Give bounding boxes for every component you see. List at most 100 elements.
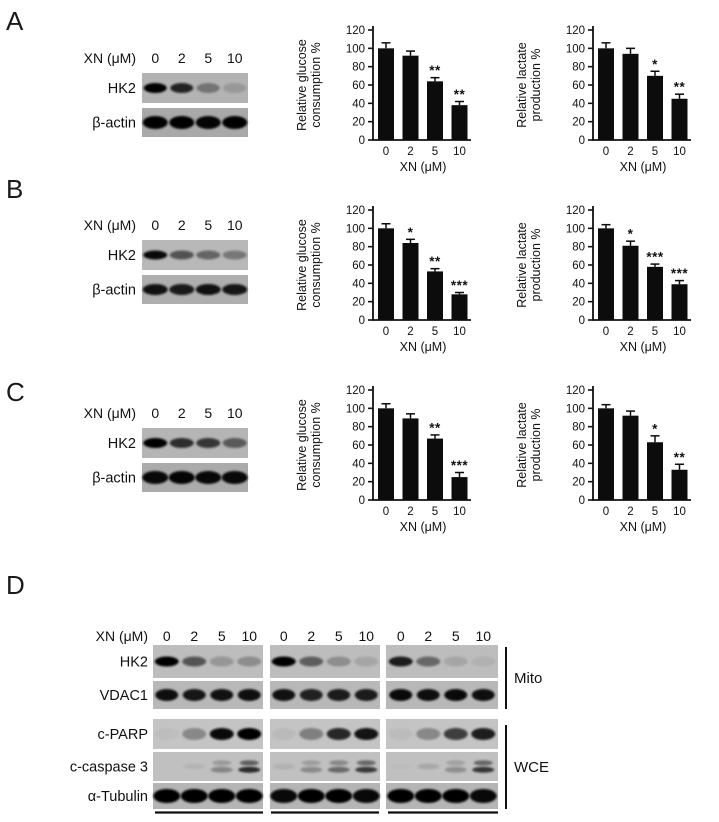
svg-text:60: 60 <box>352 260 365 272</box>
svg-text:0: 0 <box>603 326 609 338</box>
svg-text:120: 120 <box>346 25 365 37</box>
svg-text:20: 20 <box>352 297 365 309</box>
svg-text:5: 5 <box>335 628 343 644</box>
panel-b-label: B <box>6 174 24 204</box>
svg-text:10: 10 <box>453 146 466 158</box>
svg-text:**: ** <box>429 63 441 78</box>
svg-text:2: 2 <box>407 506 413 518</box>
svg-text:2: 2 <box>627 146 633 158</box>
svg-text:120: 120 <box>346 385 365 397</box>
svg-text:5: 5 <box>204 405 212 421</box>
panel-c-glucose-chart: 0 20 40 60 80 100 120 0 2 ** 5 *** 10 XN (μM) Relative… <box>293 368 485 541</box>
svg-text:**: ** <box>674 80 686 95</box>
svg-text:*: * <box>628 227 634 242</box>
svg-text:5: 5 <box>204 217 212 233</box>
svg-text:20: 20 <box>572 297 585 309</box>
svg-text:Mito: Mito <box>514 670 542 687</box>
svg-text:80: 80 <box>572 242 585 254</box>
svg-text:0: 0 <box>383 506 389 518</box>
svg-text:0: 0 <box>359 495 365 507</box>
svg-text:60: 60 <box>352 440 365 452</box>
svg-text:100: 100 <box>346 403 365 415</box>
svg-text:XN (μM): XN (μM) <box>400 520 447 534</box>
svg-text:2: 2 <box>407 326 413 338</box>
svg-text:***: *** <box>646 250 664 265</box>
svg-text:*: * <box>652 57 658 72</box>
svg-text:XN (μM): XN (μM) <box>620 340 667 354</box>
panel-b-glucose-chart: 0 20 40 60 80 100 120 0 * 2 ** 5 *** 10 XN (μM) Relativ… <box>293 188 485 361</box>
svg-text:100: 100 <box>346 43 365 55</box>
svg-text:*: * <box>408 225 414 240</box>
svg-text:***: *** <box>451 458 469 473</box>
svg-text:Relative lactate: Relative lactate <box>515 402 529 488</box>
svg-text:0: 0 <box>280 628 288 644</box>
svg-text:consumption %: consumption % <box>309 222 323 307</box>
panel-b-western-blot: XN (μM) 0 2 5 10 HK2 β-actin <box>58 213 258 318</box>
svg-text:100: 100 <box>566 43 585 55</box>
svg-text:10: 10 <box>673 506 686 518</box>
svg-text:0: 0 <box>151 50 159 66</box>
panel-d-western-blot: XN (μM) 0 2 5 10 0 2 5 10 0 2 5 10 HK2 VDAC1 c-PARP c-ca… <box>0 560 719 822</box>
svg-text:120: 120 <box>566 205 585 217</box>
svg-text:VDAC1: VDAC1 <box>100 688 148 704</box>
svg-text:100: 100 <box>566 223 585 235</box>
svg-text:5: 5 <box>432 326 438 338</box>
svg-text:120: 120 <box>346 205 365 217</box>
panel-c-lactate-chart: 0 20 40 60 80 100 120 0 2 * 5 ** 10 XN (μM) Relative l… <box>513 368 705 541</box>
svg-text:0: 0 <box>397 628 405 644</box>
svg-text:5: 5 <box>432 146 438 158</box>
svg-text:consumption %: consumption % <box>309 42 323 127</box>
svg-text:0: 0 <box>151 405 159 421</box>
svg-text:2: 2 <box>190 628 198 644</box>
panel-a-western-blot: XN (μM) 0 2 5 10 HK2 β-actin <box>58 46 258 151</box>
svg-text:5: 5 <box>432 506 438 518</box>
svg-text:10: 10 <box>358 628 374 644</box>
svg-text:β-actin: β-actin <box>92 283 136 299</box>
svg-text:120: 120 <box>566 385 585 397</box>
svg-text:0: 0 <box>383 146 389 158</box>
svg-text:20: 20 <box>352 117 365 129</box>
svg-text:0: 0 <box>579 135 585 147</box>
svg-text:***: *** <box>671 266 689 281</box>
svg-text:2: 2 <box>178 50 186 66</box>
svg-text:Relative lactate: Relative lactate <box>515 222 529 308</box>
svg-text:10: 10 <box>453 506 466 518</box>
svg-text:0: 0 <box>579 495 585 507</box>
svg-text:5: 5 <box>652 326 658 338</box>
svg-text:consumption %: consumption % <box>309 402 323 487</box>
svg-text:20: 20 <box>572 477 585 489</box>
svg-text:XN (μM): XN (μM) <box>400 160 447 174</box>
svg-text:40: 40 <box>352 458 365 470</box>
svg-text:0: 0 <box>359 315 365 327</box>
svg-text:120: 120 <box>566 25 585 37</box>
svg-text:5: 5 <box>218 628 226 644</box>
svg-text:2: 2 <box>178 405 186 421</box>
svg-text:40: 40 <box>352 98 365 110</box>
panel-a-label: A <box>6 6 24 36</box>
svg-text:10: 10 <box>241 628 257 644</box>
svg-text:**: ** <box>429 254 441 269</box>
svg-text:β-actin: β-actin <box>92 116 136 132</box>
svg-text:XN (μM): XN (μM) <box>96 628 148 644</box>
panel-b-lactate-chart: 0 20 40 60 80 100 120 0 * 2 *** 5 *** 10 XN (μM) Relati… <box>513 188 705 361</box>
panel-c-western-blot: XN (μM) 0 2 5 10 HK2 β-actin <box>58 401 258 506</box>
svg-text:***: *** <box>451 278 469 293</box>
svg-text:60: 60 <box>352 80 365 92</box>
svg-text:40: 40 <box>572 278 585 290</box>
svg-text:Relative glucose: Relative glucose <box>295 39 309 131</box>
svg-text:2: 2 <box>627 326 633 338</box>
svg-text:XN (μM): XN (μM) <box>84 405 136 421</box>
svg-text:20: 20 <box>572 117 585 129</box>
panel-c-label: C <box>6 377 25 407</box>
svg-text:HK2: HK2 <box>108 248 136 264</box>
svg-text:production %: production % <box>529 229 543 302</box>
svg-text:2: 2 <box>424 628 432 644</box>
svg-text:5: 5 <box>452 628 460 644</box>
svg-text:5: 5 <box>652 506 658 518</box>
svg-text:40: 40 <box>572 458 585 470</box>
svg-text:0: 0 <box>579 315 585 327</box>
svg-text:10: 10 <box>227 50 243 66</box>
svg-text:production %: production % <box>529 409 543 482</box>
svg-text:80: 80 <box>572 62 585 74</box>
